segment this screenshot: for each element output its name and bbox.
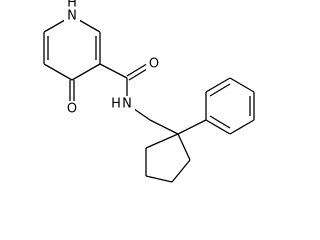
label-bg bbox=[109, 96, 135, 112]
atom-label: N bbox=[67, 9, 77, 24]
atom-label: O bbox=[67, 102, 77, 117]
label-bg bbox=[64, 8, 80, 24]
atom-labels: N H O O N H bbox=[64, 0, 162, 117]
bonds bbox=[43, 15, 255, 183]
label-bg bbox=[64, 101, 80, 117]
atom-hydrogen: H bbox=[67, 0, 77, 11]
page: N H O O N H (() => { const data = JSON.p… bbox=[43, 0, 255, 183]
label-bg bbox=[146, 56, 162, 72]
atom-hydrogen: H bbox=[111, 97, 121, 112]
atom-label: N bbox=[122, 97, 132, 112]
atom-label: O bbox=[149, 57, 159, 72]
molecule: N H O O N H bbox=[43, 0, 255, 183]
